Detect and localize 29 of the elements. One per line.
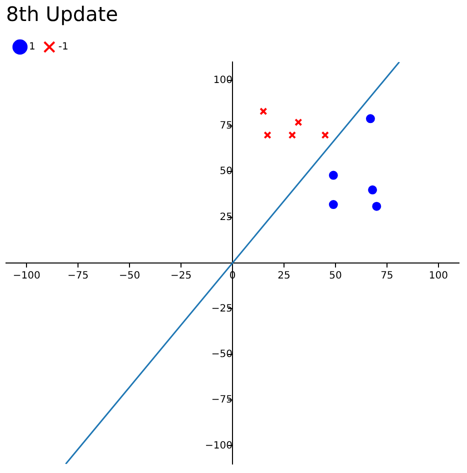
y-tick-label: 50 xyxy=(220,166,232,178)
y-tick-label: −25 xyxy=(211,303,232,314)
y-tick-label: 100 xyxy=(213,74,232,86)
x-tick-label: −100 xyxy=(12,270,40,282)
y-tick-label: −100 xyxy=(205,440,232,452)
point xyxy=(328,170,338,180)
y-tick-label: −50 xyxy=(211,348,232,360)
point xyxy=(366,114,375,124)
x-tick-label: −25 xyxy=(170,270,192,282)
x-tick-label: 50 xyxy=(329,270,342,282)
y-tick-label: −75 xyxy=(211,394,232,406)
point xyxy=(368,185,378,194)
point xyxy=(288,131,296,139)
x-tick-label: 75 xyxy=(380,270,394,282)
point xyxy=(260,108,268,116)
y-tick-label: 75 xyxy=(220,120,232,132)
point xyxy=(294,118,302,126)
chart-title: 8th Update xyxy=(6,2,118,26)
point xyxy=(264,131,272,139)
x-tick-label: −50 xyxy=(118,270,140,282)
y-tick-label: 25 xyxy=(220,212,232,223)
point xyxy=(328,200,338,210)
legend-label: -1 xyxy=(58,42,68,53)
x-tick-label: 25 xyxy=(278,270,290,282)
legend-label: 1 xyxy=(29,42,36,53)
x-tick-label: 100 xyxy=(428,270,448,282)
point xyxy=(372,202,382,211)
point xyxy=(321,131,329,139)
x-tick-label: −75 xyxy=(68,270,89,282)
